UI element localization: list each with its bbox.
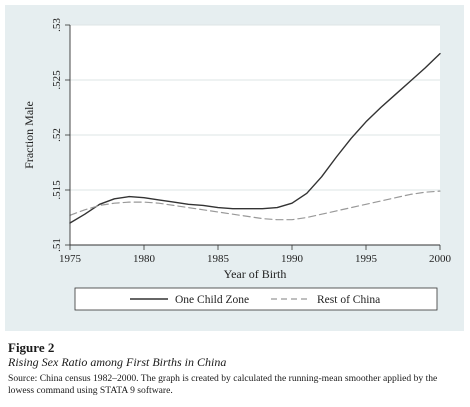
y-tick-label: .515 (51, 180, 63, 200)
x-tick-label: 1980 (133, 253, 156, 265)
y-tick-label: .51 (51, 238, 63, 252)
y-tick-label: .53 (51, 18, 63, 32)
x-tick-label: 1995 (355, 253, 378, 265)
y-tick-label: .525 (51, 70, 63, 90)
x-tick-label: 1990 (281, 253, 304, 265)
legend: One Child Zone Rest of China (74, 287, 438, 311)
line-chart: .51 .515 .52 .525 .53 1975 1980 1985 1990 1995 200… (5, 5, 464, 331)
figure-title: Rising Sex Ratio among First Births in C… (8, 355, 227, 369)
legend-box (74, 287, 438, 311)
series-line-rest-of-china (69, 190, 441, 221)
legend-label-rest-of-china: Rest of China (317, 294, 380, 306)
legend-label-one-child-zone: One Child Zone (175, 294, 249, 306)
x-axis-title: Year of Birth (224, 267, 287, 281)
x-tick-label: 2000 (429, 253, 452, 265)
axes: .51 .515 .52 .525 .53 1975 1980 1985 1990 1995 200… (51, 18, 452, 265)
figure-caption: Figure 2 Rising Sex Ratio among First Bi… (8, 340, 464, 397)
figure-number: Figure 2 (8, 340, 55, 355)
series-lines (69, 52, 441, 224)
x-tick-label: 1975 (59, 253, 82, 265)
figure-source-note: Source: China census 1982–2000. The grap… (8, 373, 438, 396)
y-tick-label: .52 (51, 128, 63, 142)
series-line-one-child-zone (69, 52, 441, 224)
x-tick-label: 1985 (207, 253, 230, 265)
y-axis-title: Fraction Male (22, 101, 36, 169)
